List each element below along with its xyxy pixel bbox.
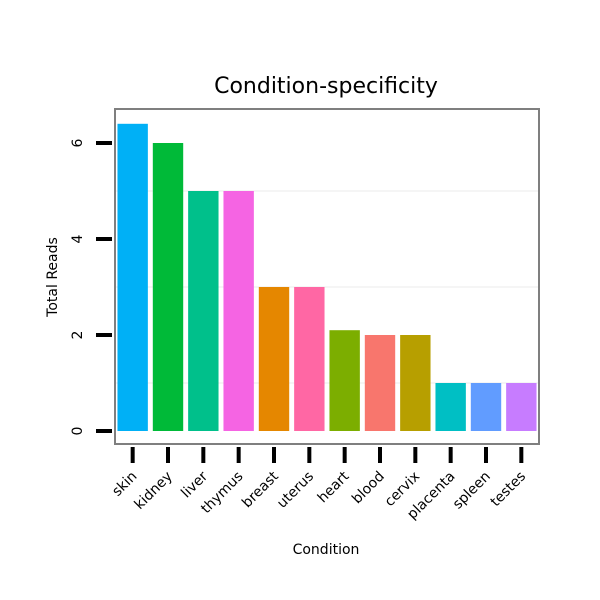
x-tick-label: blood — [349, 469, 388, 508]
y-axis-label: Total Reads — [45, 237, 61, 318]
bar-heart — [329, 330, 360, 431]
y-tick-label: 0 — [70, 427, 86, 436]
x-tick-label: breast — [239, 468, 282, 511]
bar-blood — [364, 335, 396, 431]
bar-skin — [117, 123, 148, 432]
y-tick-label: 6 — [70, 138, 86, 147]
chart-title: Condition-specificity — [214, 74, 438, 99]
bar-thymus — [223, 191, 254, 431]
x-tick-label: kidney — [132, 469, 176, 513]
bar-uterus — [294, 287, 325, 431]
bar-cervix — [400, 335, 431, 431]
bar-breast — [258, 287, 290, 431]
plot-panel — [114, 108, 540, 445]
x-axis-label: Condition — [293, 542, 360, 558]
x-tick-label: testes — [488, 469, 530, 511]
bar-spleen — [470, 383, 502, 431]
y-tick-label: 2 — [70, 331, 86, 340]
bars — [117, 123, 537, 432]
bar-placenta — [435, 383, 466, 431]
x-tick-label: skin — [109, 469, 140, 500]
bar-kidney — [152, 143, 184, 431]
grid-lines — [115, 190, 539, 384]
y-axis: 0 2 4 6 — [70, 138, 112, 435]
bar-testes — [506, 383, 537, 431]
y-tick-label: 4 — [70, 234, 86, 243]
x-tick-label: uterus — [274, 469, 317, 512]
bar-liver — [188, 191, 219, 431]
x-tick-label: heart — [315, 468, 353, 506]
x-tick-label: spleen — [450, 469, 494, 513]
